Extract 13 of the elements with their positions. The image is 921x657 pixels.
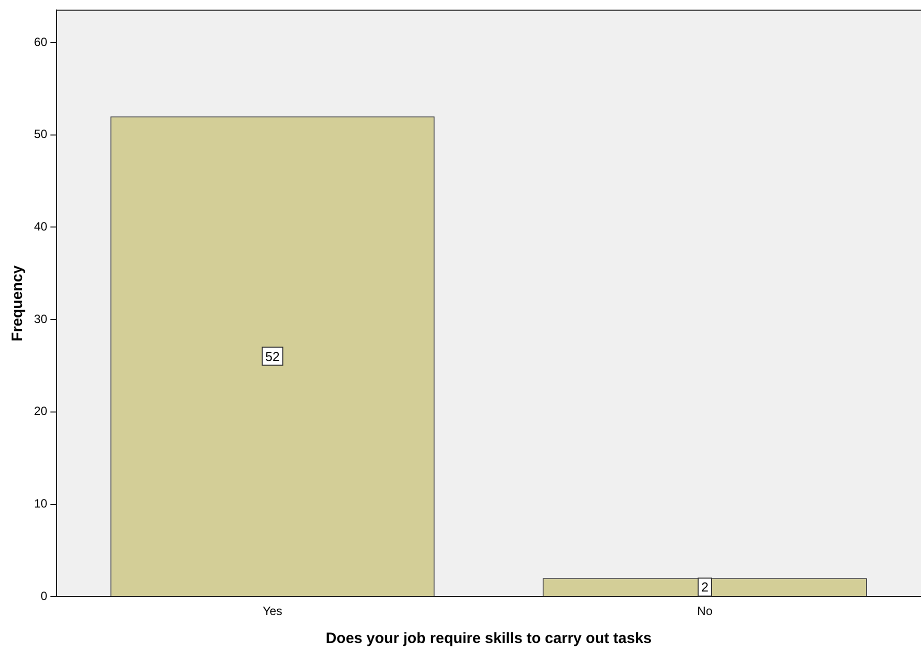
y-tick-label: 0 <box>40 588 48 603</box>
y-tick-label: 60 <box>34 34 48 49</box>
y-tick-label: 50 <box>34 127 48 142</box>
x-tick-label: Yes <box>262 604 282 618</box>
x-axis-title: Does your job require skills to carry out tasks <box>326 630 652 648</box>
data-label: 2 <box>701 580 708 595</box>
y-tick-label: 40 <box>34 220 48 234</box>
y-tick-label: 30 <box>34 312 48 326</box>
x-tick-label: No <box>697 604 713 618</box>
data-label: 52 <box>265 348 280 364</box>
y-tick-label: 10 <box>34 496 48 511</box>
y-axis-title: Frequency <box>9 264 26 342</box>
y-tick-label: 20 <box>34 404 48 418</box>
